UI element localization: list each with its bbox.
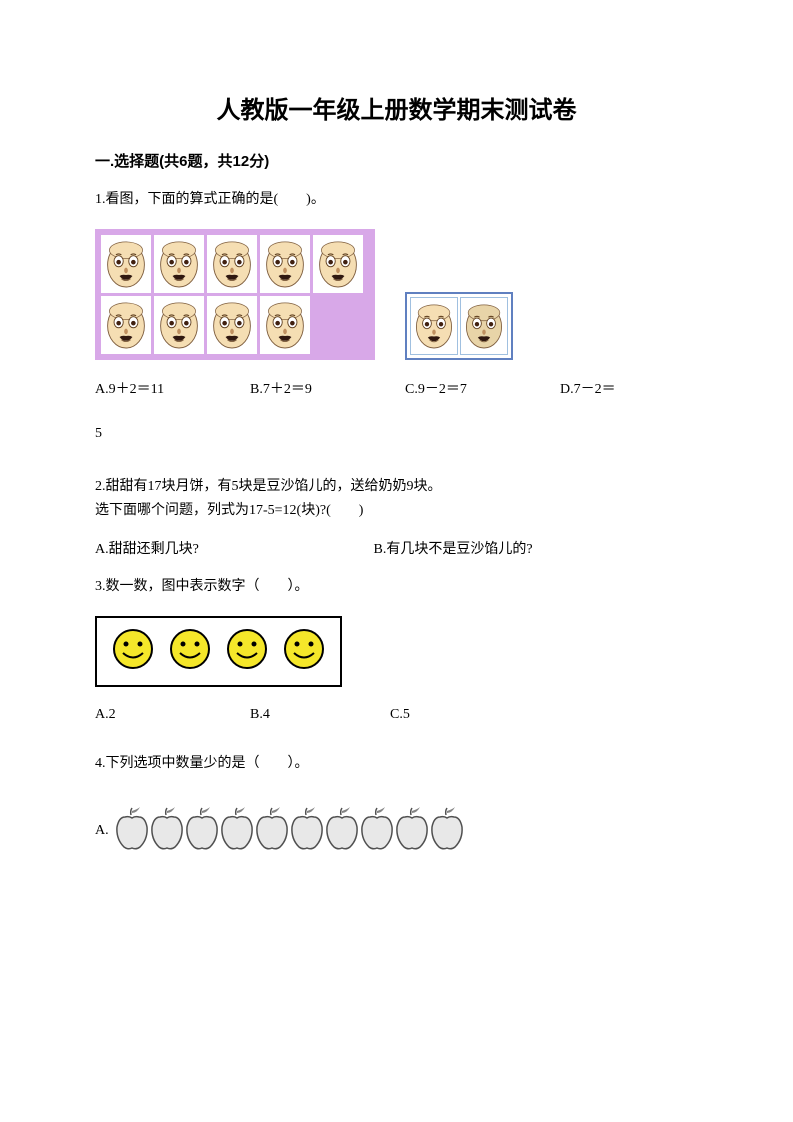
- q1-text: 1.看图，下面的算式正确的是( )。: [95, 189, 698, 211]
- apple-icon: [253, 805, 291, 851]
- q3-text: 3.数一数，图中表示数字（ ）。: [95, 576, 698, 598]
- q2-line2: 选下面哪个问题，列式为17-5=12(块)?( ): [95, 500, 698, 522]
- face-cell: [101, 296, 151, 354]
- face-icon: [156, 237, 202, 291]
- face-cell: [260, 235, 310, 293]
- smiley: [169, 628, 211, 675]
- apple: [291, 805, 326, 856]
- q4-optA-label: A.: [95, 823, 109, 839]
- apple-row: [116, 805, 466, 856]
- face-cell: [460, 297, 508, 355]
- apple: [116, 805, 151, 856]
- smiley: [112, 628, 154, 675]
- q3-optB: B.4: [250, 707, 390, 723]
- face-cell: [313, 235, 363, 293]
- q1-options: A.9＋2＝11 B.7＋2＝9 C.9－2＝7 D.7－2＝: [95, 378, 698, 398]
- face-cell: [101, 235, 151, 293]
- q1-group1: [95, 229, 375, 360]
- apple: [256, 805, 291, 856]
- apple: [326, 805, 361, 856]
- apple: [431, 805, 466, 856]
- apple-icon: [428, 805, 466, 851]
- q2-options: A.甜甜还剩几块? B.有几块不是豆沙馅儿的?: [95, 538, 698, 558]
- apple-icon: [323, 805, 361, 851]
- section-header: 一.选择题(共6题，共12分): [95, 150, 698, 171]
- face-icon: [103, 237, 149, 291]
- q1-group2: [405, 292, 513, 360]
- face-cell: [154, 235, 204, 293]
- apple: [151, 805, 186, 856]
- smiley: [283, 628, 325, 675]
- face-icon: [262, 298, 308, 352]
- face-cell: [207, 235, 257, 293]
- smiley-icon: [283, 628, 325, 670]
- smiley-icon: [112, 628, 154, 670]
- apple-icon: [288, 805, 326, 851]
- face-icon: [103, 298, 149, 352]
- face-icon: [209, 237, 255, 291]
- apple: [396, 805, 431, 856]
- apple-icon: [148, 805, 186, 851]
- apple: [221, 805, 256, 856]
- q2-optB: B.有几块不是豆沙馅儿的?: [374, 538, 533, 558]
- apple: [186, 805, 221, 856]
- q2-line1: 2.甜甜有17块月饼，有5块是豆沙馅儿的，送给奶奶9块。: [95, 476, 698, 498]
- q3-optC: C.5: [390, 707, 410, 723]
- smiley-icon: [169, 628, 211, 670]
- q1-optA: A.9＋2＝11: [95, 378, 250, 398]
- apple-icon: [183, 805, 221, 851]
- face-cell: [207, 296, 257, 354]
- apple-icon: [113, 805, 151, 851]
- face-cell: [313, 296, 363, 354]
- face-icon: [462, 299, 506, 353]
- smiley-box: [95, 616, 342, 687]
- q4-optA: A.: [95, 805, 698, 856]
- face-icon: [315, 237, 361, 291]
- apple-icon: [393, 805, 431, 851]
- q1-optC: C.9－2＝7: [405, 378, 560, 398]
- q1-optD-cont: 5: [95, 423, 698, 445]
- face-icon: [262, 237, 308, 291]
- face-icon: [412, 299, 456, 353]
- q1-image: [95, 229, 698, 360]
- q3-options: A.2 B.4 C.5: [95, 707, 698, 723]
- apple: [361, 805, 396, 856]
- apple-icon: [218, 805, 256, 851]
- face-cell: [154, 296, 204, 354]
- face-icon: [209, 298, 255, 352]
- face-cell: [410, 297, 458, 355]
- page-title: 人教版一年级上册数学期末测试卷: [95, 90, 698, 125]
- q1-optD: D.7－2＝: [560, 378, 616, 398]
- q3-optA: A.2: [95, 707, 250, 723]
- smiley-icon: [226, 628, 268, 670]
- q2-optA: A.甜甜还剩几块?: [95, 538, 370, 558]
- face-cell: [260, 296, 310, 354]
- q1-optB: B.7＋2＝9: [250, 378, 405, 398]
- smiley: [226, 628, 268, 675]
- face-icon: [156, 298, 202, 352]
- apple-icon: [358, 805, 396, 851]
- q3-image: [95, 616, 698, 687]
- q4-text: 4.下列选项中数量少的是（ ）。: [95, 753, 698, 775]
